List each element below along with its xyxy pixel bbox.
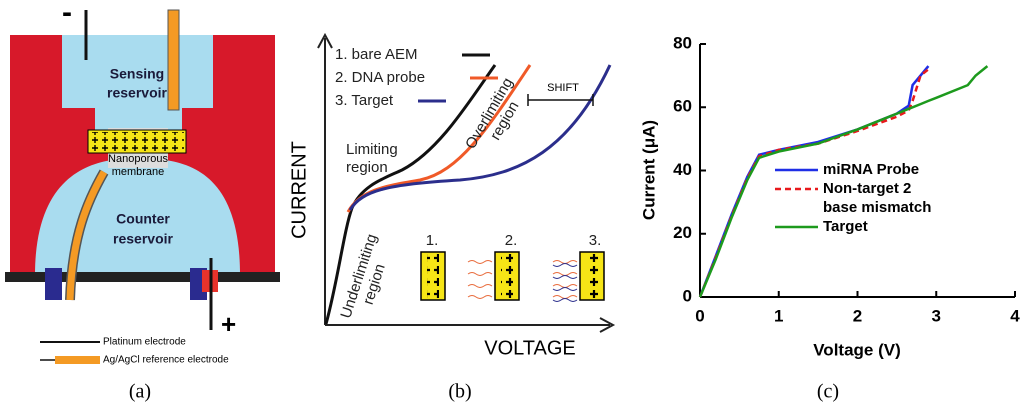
x-tick-label: 2 [853, 306, 862, 325]
legend-label: Platinum electrode [103, 337, 186, 348]
curve [324, 64, 497, 325]
label: Counter [116, 211, 170, 227]
caption: (b) [448, 381, 471, 403]
panel-b: 1. bare AEM 2. DNA probe 3. Target SHIFT… [288, 32, 616, 403]
label: reservoir [107, 85, 167, 101]
legend-label: 1. bare AEM [335, 46, 418, 63]
label: 1. [426, 232, 439, 249]
counter-reservoir [35, 160, 240, 275]
reference-electrode [66, 170, 108, 301]
x-axis-title: Voltage (V) [813, 340, 901, 359]
sign: + [221, 309, 236, 339]
label: 2. [505, 232, 518, 249]
label: region [346, 159, 388, 176]
label: 3. [589, 232, 602, 249]
panel-a: - + Sensing reservoir Nanoporous membran… [5, 0, 280, 403]
y-tick-label: 80 [673, 33, 692, 52]
y-tick-label: 60 [673, 97, 692, 116]
series-line [698, 65, 989, 298]
y-tick-label: 0 [683, 286, 692, 305]
legend-swatch [55, 356, 100, 364]
caption: (a) [129, 381, 151, 403]
x-tick-label: 4 [1010, 306, 1020, 325]
legend-label: miRNA Probe [823, 161, 920, 178]
membrane-charges [90, 132, 184, 152]
legend-label: 3. Target [335, 92, 394, 109]
base [5, 272, 280, 282]
label: Limiting [346, 141, 398, 158]
axis-title: VOLTAGE [484, 337, 576, 359]
legend-label: 2. DNA probe [335, 69, 425, 86]
label: membrane [112, 166, 165, 178]
legend: miRNA Probe Non-target 2 base mismatch Tar… [823, 160, 935, 236]
axes [317, 32, 616, 333]
panel-c: Current (μA) Voltage (V) (c) 0 20 40 60 80 0 1… [639, 33, 1020, 402]
caption: (c) [817, 381, 839, 403]
y-tick-label: 40 [673, 160, 692, 179]
label: SHIFT [547, 82, 579, 94]
sign: - [62, 0, 72, 29]
y-axis-title: Current (μA) [639, 120, 658, 220]
label: reservoir [113, 231, 173, 247]
label: Sensing [110, 66, 164, 82]
axis-title: CURRENT [288, 141, 310, 239]
shift-bracket [527, 94, 594, 106]
curve [348, 64, 612, 211]
legend-label: Non-target 2 base mismatch [823, 180, 932, 216]
label: Nanoporous [108, 153, 168, 165]
legend-label: Target [823, 218, 868, 235]
legend-label: Ag/AgCl reference electrode [103, 355, 229, 366]
x-tick-label: 3 [932, 306, 941, 325]
x-tick-label: 0 [695, 306, 704, 325]
x-tick-label: 1 [774, 306, 783, 325]
probe-boxes [420, 251, 605, 302]
y-tick-label: 20 [673, 223, 692, 242]
reference-electrode [167, 9, 180, 111]
seal [45, 268, 62, 300]
